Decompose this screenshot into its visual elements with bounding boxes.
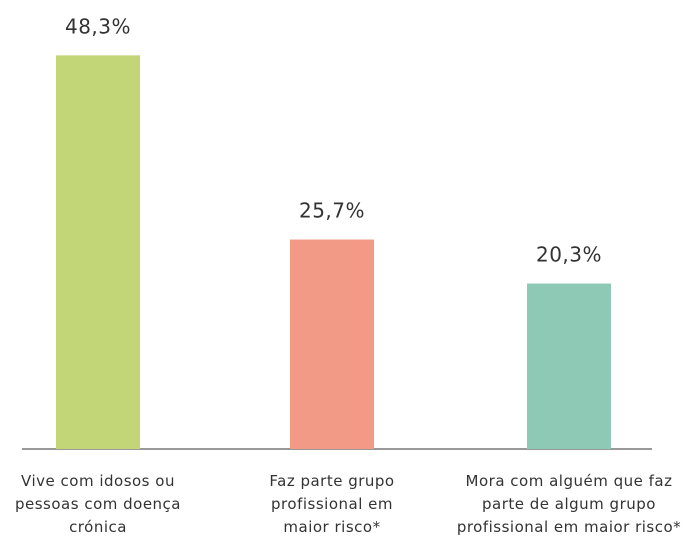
bar xyxy=(56,55,140,449)
category-label: parte de algum grupo xyxy=(482,495,656,513)
value-label: 25,7% xyxy=(299,199,365,223)
value-label: 48,3% xyxy=(65,14,131,38)
value-label: 20,3% xyxy=(536,243,602,267)
category-label: crónica xyxy=(69,518,127,536)
category-label: maior risco* xyxy=(283,518,380,536)
category-label: Vive com idosos ou xyxy=(21,472,175,490)
category-label: profissional em xyxy=(271,495,393,513)
bar xyxy=(527,283,611,449)
category-label: pessoas com doença xyxy=(15,495,181,513)
category-label: profissional em maior risco* xyxy=(457,518,681,536)
category-label: Faz parte grupo xyxy=(269,472,394,490)
bar xyxy=(290,239,374,449)
category-label: Mora com alguém que faz xyxy=(466,472,673,490)
